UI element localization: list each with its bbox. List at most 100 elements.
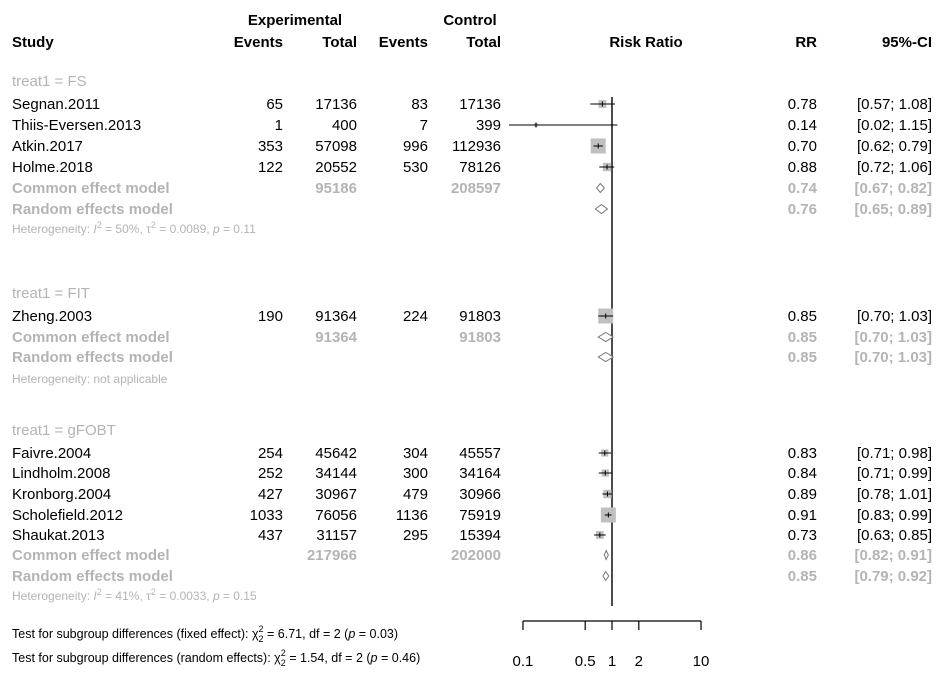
common-experimental-total: 91364	[315, 329, 357, 346]
subgroup-test-part: 2	[259, 634, 264, 644]
study-rr: 0.89	[788, 486, 817, 503]
x-tick-label: 2	[635, 653, 643, 670]
heterogeneity-text-part: = 0.0033,	[156, 589, 213, 603]
control-events: 224	[403, 308, 428, 325]
heterogeneity-text-part: = 0.0089,	[156, 222, 213, 236]
header-control-total: Total	[466, 34, 501, 51]
subgroup-test-part: p	[370, 651, 378, 665]
study-ci: [0.72; 1.06]	[857, 159, 932, 176]
control-total: 17136	[459, 96, 501, 113]
study-name: Holme.2018	[12, 159, 93, 176]
subgroup-test-part: 2	[281, 648, 286, 658]
study-ci: [0.62; 0.79]	[857, 138, 932, 155]
heterogeneity-text-part: τ	[146, 222, 151, 236]
heterogeneity-text-part: I	[93, 222, 97, 236]
random-ci: [0.65; 0.89]	[854, 201, 932, 218]
experimental-events: 122	[258, 159, 283, 176]
experimental-events: 252	[258, 465, 283, 482]
heterogeneity-text-part: Heterogeneity:	[12, 589, 93, 603]
study-rr: 0.85	[788, 308, 817, 325]
heterogeneity-text-part: 2	[97, 587, 102, 597]
x-tick-label: 0.5	[575, 653, 596, 670]
study-ci: [0.71; 0.99]	[857, 465, 932, 482]
heterogeneity-text-part: = 0.11	[220, 222, 256, 236]
experimental-total: 76056	[315, 507, 357, 524]
common-rr: 0.74	[788, 180, 818, 197]
random-rr: 0.85	[788, 568, 817, 585]
control-total: 75919	[459, 507, 501, 524]
x-tick-label: 10	[693, 653, 710, 670]
control-events: 479	[403, 486, 428, 503]
experimental-events: 254	[258, 445, 283, 462]
study-name: Segnan.2011	[12, 96, 100, 113]
experimental-total: 91364	[315, 308, 357, 325]
header-rr: RR	[795, 34, 817, 51]
common-ci: [0.67; 0.82]	[854, 180, 932, 197]
experimental-events: 353	[258, 138, 283, 155]
heterogeneity-text-part: Heterogeneity:	[12, 222, 93, 236]
study-name: Zheng.2003	[12, 308, 92, 325]
subgroup-test-part: = 1.54, df = 2 (	[286, 651, 372, 665]
subgroup-test-part: χ	[274, 651, 281, 665]
header-95ci: 95%-CI	[882, 34, 932, 51]
common-rr: 0.86	[788, 547, 817, 564]
header-study: Study	[12, 34, 54, 51]
study-rr: 0.14	[788, 117, 817, 134]
study-name: Faivre.2004	[12, 445, 91, 462]
header-risk-ratio: Risk Ratio	[609, 34, 682, 51]
study-ci: [0.78; 1.01]	[857, 486, 932, 503]
control-events: 83	[411, 96, 428, 113]
heterogeneity-text-part: 2	[151, 587, 156, 597]
common-control-total: 91803	[459, 329, 501, 346]
control-events: 530	[403, 159, 428, 176]
subgroup-label: treat1 = FS	[12, 73, 87, 90]
study-name: Scholefield.2012	[12, 507, 123, 524]
heterogeneity-text-part: I	[93, 589, 97, 603]
experimental-total: 30967	[315, 486, 357, 503]
study-rr: 0.73	[788, 527, 817, 544]
heterogeneity-text-part: p	[212, 589, 220, 603]
common-effect-diamond	[597, 331, 615, 343]
study-ci: [0.71; 0.98]	[857, 445, 932, 462]
header-experimental: Experimental	[248, 12, 342, 29]
subgroup-label: treat1 = FIT	[12, 285, 90, 302]
heterogeneity-text-part: τ	[146, 589, 151, 603]
control-total: 15394	[459, 527, 501, 544]
common-ci: [0.82; 0.91]	[854, 547, 932, 564]
random-effects-diamond	[597, 351, 615, 363]
common-experimental-total: 217966	[307, 547, 357, 564]
study-ci: [0.02; 1.15]	[857, 117, 932, 134]
subgroup-label: treat1 = gFOBT	[12, 422, 116, 439]
control-total: 34164	[459, 465, 501, 482]
control-total: 91803	[459, 308, 501, 325]
common-experimental-total: 95186	[315, 180, 357, 197]
heterogeneity-text-part: 2	[97, 220, 102, 230]
experimental-events: 437	[258, 527, 283, 544]
control-events: 996	[403, 138, 428, 155]
experimental-total: 45642	[315, 445, 357, 462]
experimental-events: 427	[258, 486, 283, 503]
control-total: 399	[476, 117, 501, 134]
heterogeneity-text-part: 2	[151, 220, 156, 230]
random-effects-label: Random effects model	[12, 201, 173, 218]
header-experimental-events: Events	[234, 34, 283, 51]
control-total: 30966	[459, 486, 501, 503]
heterogeneity-text: Heterogeneity: I2 = 41%, τ2 = 0.0033, p …	[12, 587, 257, 603]
heterogeneity-text-part: = 50%,	[102, 222, 146, 236]
random-effects-label: Random effects model	[12, 349, 173, 366]
common-effect-diamond	[603, 549, 609, 561]
heterogeneity-text-part: = 41%,	[102, 589, 146, 603]
subgroup-test-part: χ	[252, 627, 259, 641]
random-rr: 0.85	[788, 349, 817, 366]
common-rr: 0.85	[788, 329, 817, 346]
random-rr: 0.76	[788, 201, 817, 218]
common-effect-label: Common effect model	[12, 329, 170, 346]
subgroup-test-part: = 0.46)	[378, 651, 421, 665]
experimental-events: 65	[266, 96, 283, 113]
control-events: 295	[403, 527, 428, 544]
control-events: 300	[403, 465, 428, 482]
control-events: 7	[420, 117, 428, 134]
experimental-total: 17136	[315, 96, 357, 113]
header-control: Control	[443, 12, 496, 29]
